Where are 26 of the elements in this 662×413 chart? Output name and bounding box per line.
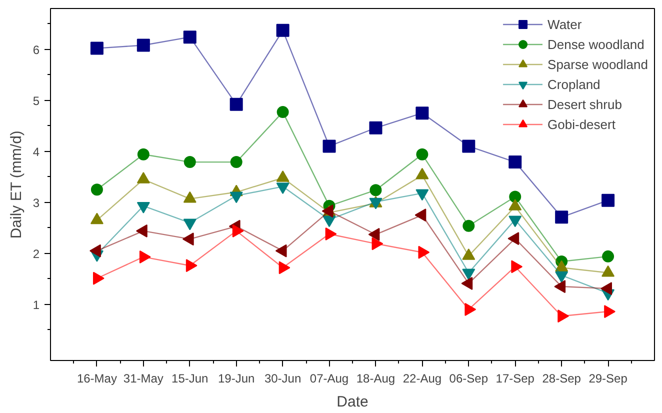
x-tick-label: 28-Sep [542, 372, 582, 386]
y-tick-label: 5 [32, 94, 40, 108]
legend-label: Sparse woodland [548, 56, 648, 72]
x-tick-label: 07-Aug [310, 372, 349, 386]
y-tick-label: 1 [32, 298, 40, 312]
y-tick-label: 3 [32, 196, 40, 210]
x-tick-label: 15-Jun [172, 372, 208, 386]
x-tick-label: 19-Jun [218, 372, 255, 386]
x-axis-title: Date [336, 394, 368, 410]
legend-label: Desert shrub [548, 96, 622, 112]
y-tick-label: 6 [32, 42, 40, 57]
x-tick-label: 17-Sep [496, 372, 535, 386]
x-tick-label: 31-May [123, 372, 164, 386]
y-tick-label: 4 [32, 144, 40, 159]
legend-label: Water [548, 16, 582, 32]
x-tick-label: 18-Aug [356, 372, 396, 386]
legend-label: Cropland [548, 76, 600, 92]
x-tick-label: 30-Jun [264, 372, 302, 386]
legend-label: Dense woodland [548, 36, 644, 52]
x-tick-label: 16-May [76, 372, 117, 386]
x-tick-label: 29-Sep [588, 372, 628, 386]
x-tick-label: 06-Sep [449, 372, 488, 386]
x-tick-label: 22-Aug [402, 372, 442, 386]
legend-label: Gobi-desert [548, 116, 616, 132]
y-tick-label: 2 [32, 246, 40, 261]
y-axis-title: Daily ET (mm/d) [8, 130, 25, 239]
